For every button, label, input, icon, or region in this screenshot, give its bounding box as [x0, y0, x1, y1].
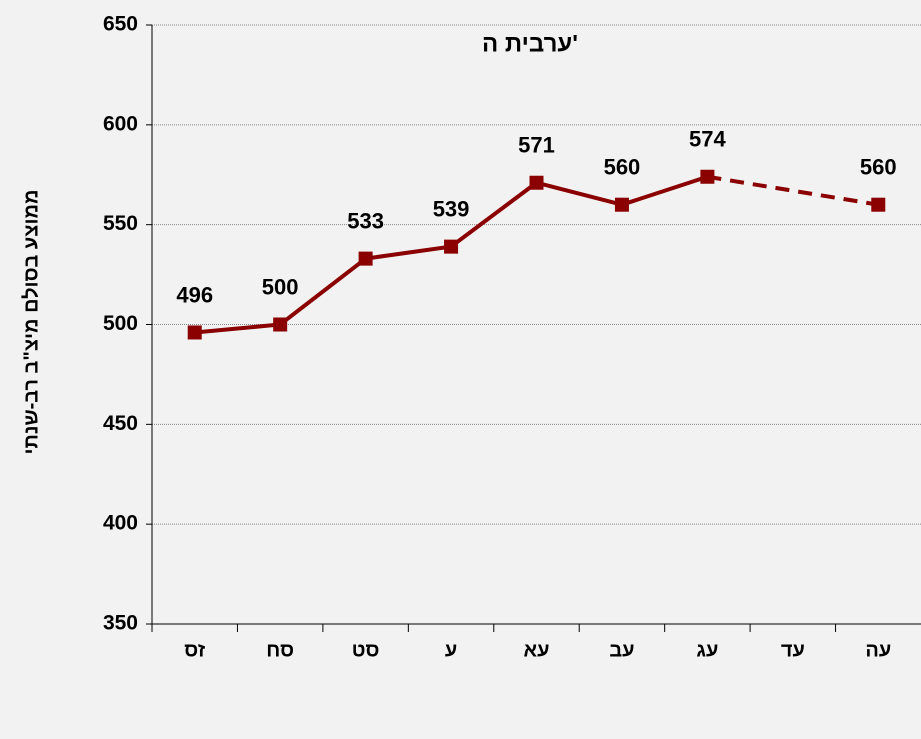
x-tick-label: עא [523, 639, 549, 661]
data-label: 574 [689, 127, 726, 152]
point-marker [187, 325, 202, 340]
y-tick-label: 450 [103, 412, 138, 435]
point-marker [444, 239, 459, 254]
data-label: 539 [433, 196, 470, 221]
point-marker [700, 169, 715, 184]
chart-title: ערבית ה' [482, 30, 578, 57]
x-tick-label: עה [865, 639, 891, 661]
x-tick-label: עד [781, 639, 805, 661]
point-marker [273, 317, 288, 332]
point-marker [529, 175, 544, 190]
x-tick-label: ע [445, 639, 457, 661]
y-tick-label: 500 [103, 312, 138, 335]
data-label: 560 [860, 155, 897, 180]
data-label: 533 [347, 208, 384, 233]
x-tick-label: זס [184, 639, 206, 661]
y-tick-label: 650 [103, 13, 138, 36]
y-tick-label: 550 [103, 212, 138, 235]
data-label: 500 [262, 274, 299, 299]
y-tick-label: 350 [103, 612, 138, 635]
data-label: 496 [176, 282, 213, 307]
y-tick-label: 600 [103, 112, 138, 135]
y-tick-label: 400 [103, 512, 138, 535]
point-marker [614, 197, 629, 212]
point-marker [358, 251, 373, 266]
x-tick-label: עב [609, 639, 634, 661]
point-marker [871, 197, 886, 212]
data-label: 571 [518, 133, 555, 158]
x-tick-label: סח [266, 639, 294, 661]
data-label: 560 [604, 155, 641, 180]
x-tick-label: עג [696, 639, 718, 661]
y-axis-label: ממוצע בסולם מיצ"ב רב-שנתי [20, 189, 42, 454]
gap-bridge [707, 174, 879, 207]
x-tick-label: סט [352, 639, 380, 661]
